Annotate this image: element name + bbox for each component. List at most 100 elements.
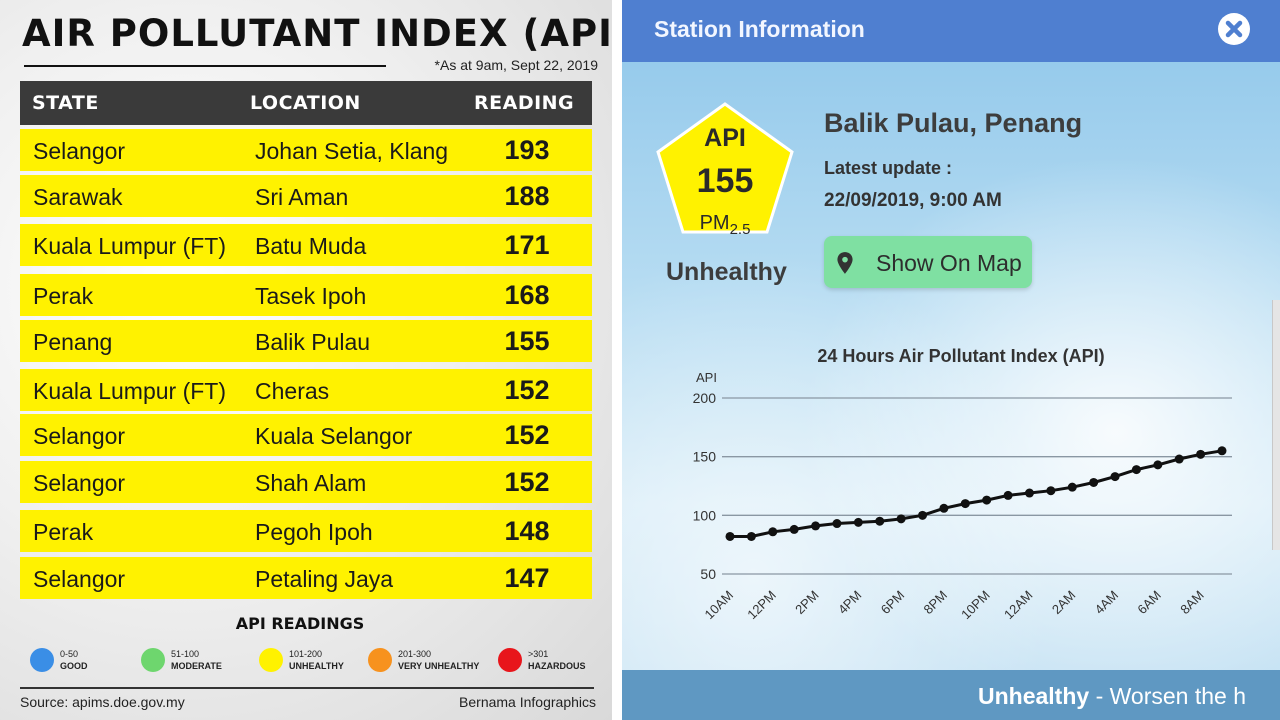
data-point xyxy=(1174,454,1184,464)
api-readings-table: STATE LOCATION READING Selangor Johan Se… xyxy=(20,81,592,599)
close-button[interactable] xyxy=(1218,13,1250,45)
row-location: Kuala Selangor xyxy=(255,423,413,449)
pollutant-subscript: 2.5 xyxy=(729,221,751,238)
row-location: Shah Alam xyxy=(255,470,367,496)
row-state: Perak xyxy=(33,519,94,545)
row-location: Petaling Jaya xyxy=(255,566,394,592)
data-point xyxy=(1024,488,1034,498)
legend-dot-icon xyxy=(259,648,283,672)
row-state: Perak xyxy=(33,283,94,309)
row-state: Penang xyxy=(33,329,113,355)
x-tick-label: 8AM xyxy=(1177,588,1207,618)
x-tick-label: 6PM xyxy=(878,588,908,618)
y-tick-label: 200 xyxy=(693,390,717,406)
show-on-map-label: Show On Map xyxy=(876,250,1022,276)
station-name: Balik Pulau, Penang xyxy=(824,108,1083,138)
footer-source: Source: apims.doe.gov.my xyxy=(20,694,185,710)
pentagon-badge-icon xyxy=(656,102,794,234)
close-icon xyxy=(1225,20,1243,38)
header-location: LOCATION xyxy=(250,92,361,114)
row-reading: 171 xyxy=(504,230,550,260)
table-row: Perak Pegoh Ipoh 148 xyxy=(20,510,592,552)
x-tick-label: 10PM xyxy=(958,588,993,623)
row-state: Selangor xyxy=(33,566,126,592)
show-on-map-button[interactable]: Show On Map xyxy=(824,236,1032,288)
y-tick-label: 100 xyxy=(693,507,717,523)
row-state: Selangor xyxy=(33,423,126,449)
legend-good: 0-50 GOOD xyxy=(30,647,145,675)
infographic-title: AIR POLLUTANT INDEX (API) xyxy=(22,12,612,55)
table-row: Selangor Petaling Jaya 147 xyxy=(20,557,592,599)
header-state: STATE xyxy=(32,92,99,114)
row-state: Selangor xyxy=(33,138,126,164)
latest-update-label: Latest update : xyxy=(824,158,953,178)
air-quality-status: Unhealthy xyxy=(666,258,787,286)
data-point xyxy=(875,516,885,526)
row-state: Sarawak xyxy=(33,184,123,210)
app-header: Station Information xyxy=(622,0,1280,62)
x-tick-label: 12PM xyxy=(744,588,779,623)
badge-label: API xyxy=(704,124,746,152)
data-point xyxy=(1110,472,1120,482)
status-text: - Worsen the h xyxy=(1089,683,1246,709)
table-row: Penang Balik Pulau 155 xyxy=(20,320,592,362)
status-label: Unhealthy xyxy=(978,683,1090,709)
data-point xyxy=(1131,465,1141,475)
app-title: Station Information xyxy=(654,16,865,42)
legend-moderate: 51-100 MODERATE xyxy=(141,647,256,675)
legend-range: 51-100 xyxy=(171,649,200,659)
series-line xyxy=(730,449,1223,538)
status-description-bar: Unhealthy - Worsen the h xyxy=(622,670,1280,720)
row-location: Sri Aman xyxy=(255,184,349,210)
legend-dot-icon xyxy=(498,648,522,672)
row-location: Balik Pulau xyxy=(255,329,371,355)
row-reading: 147 xyxy=(504,563,550,593)
data-point xyxy=(1046,486,1056,496)
legend-label: UNHEALTHY xyxy=(289,661,344,671)
row-state: Kuala Lumpur (FT) xyxy=(33,378,227,404)
row-location: Cheras xyxy=(255,378,330,404)
legend-dot-icon xyxy=(368,648,392,672)
data-point xyxy=(832,519,842,529)
legend-range: 201-300 xyxy=(398,649,432,659)
footer-credit: Bernama Infographics xyxy=(459,694,596,710)
row-reading: 193 xyxy=(504,135,550,165)
legend-label: VERY UNHEALTHY xyxy=(398,661,480,671)
data-point xyxy=(811,521,821,531)
x-tick-label: 12AM xyxy=(1001,588,1036,623)
status-description: Unhealthy - Worsen the h xyxy=(978,683,1246,710)
data-point xyxy=(1153,460,1163,470)
legend-label: GOOD xyxy=(60,661,88,671)
row-state: Kuala Lumpur (FT) xyxy=(33,233,227,259)
map-pin-icon xyxy=(837,252,853,274)
y-axis-label: API xyxy=(696,370,717,385)
data-point xyxy=(1196,449,1206,459)
row-reading: 168 xyxy=(504,280,550,310)
data-point xyxy=(768,527,778,537)
table-row: Selangor Kuala Selangor 152 xyxy=(20,414,592,456)
data-point xyxy=(746,531,756,541)
row-reading: 148 xyxy=(504,516,550,546)
image-divider xyxy=(612,0,622,720)
data-point xyxy=(1067,482,1077,492)
badge-pollutant: PM2.5 xyxy=(654,212,796,238)
data-point xyxy=(939,503,949,513)
chart-title: 24 Hours Air Pollutant Index (API) xyxy=(817,346,1105,366)
header-reading: READING xyxy=(474,92,575,114)
row-location: Batu Muda xyxy=(255,233,367,259)
x-tick-label: 6AM xyxy=(1134,588,1164,618)
footer-divider xyxy=(20,687,594,689)
x-tick-label: 2PM xyxy=(792,588,822,618)
y-tick-label: 150 xyxy=(693,449,717,465)
scrollbar[interactable] xyxy=(1272,300,1280,550)
legend-label: HAZARDOUS xyxy=(528,661,586,671)
x-tick-label: 4PM xyxy=(835,588,865,618)
row-reading: 152 xyxy=(504,375,550,405)
table-header: STATE LOCATION READING xyxy=(20,81,592,125)
x-tick-label: 2AM xyxy=(1049,588,1079,618)
title-underline xyxy=(24,65,386,67)
legend-title: API READINGS xyxy=(235,614,365,633)
data-point xyxy=(1089,477,1099,487)
legend-hazardous: >301 HAZARDOUS xyxy=(498,647,612,675)
api-infographic: AIR POLLUTANT INDEX (API) *As at 9am, Se… xyxy=(0,0,612,720)
